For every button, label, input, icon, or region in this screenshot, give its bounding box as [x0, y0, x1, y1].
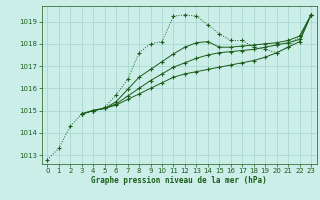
X-axis label: Graphe pression niveau de la mer (hPa): Graphe pression niveau de la mer (hPa)	[91, 176, 267, 185]
